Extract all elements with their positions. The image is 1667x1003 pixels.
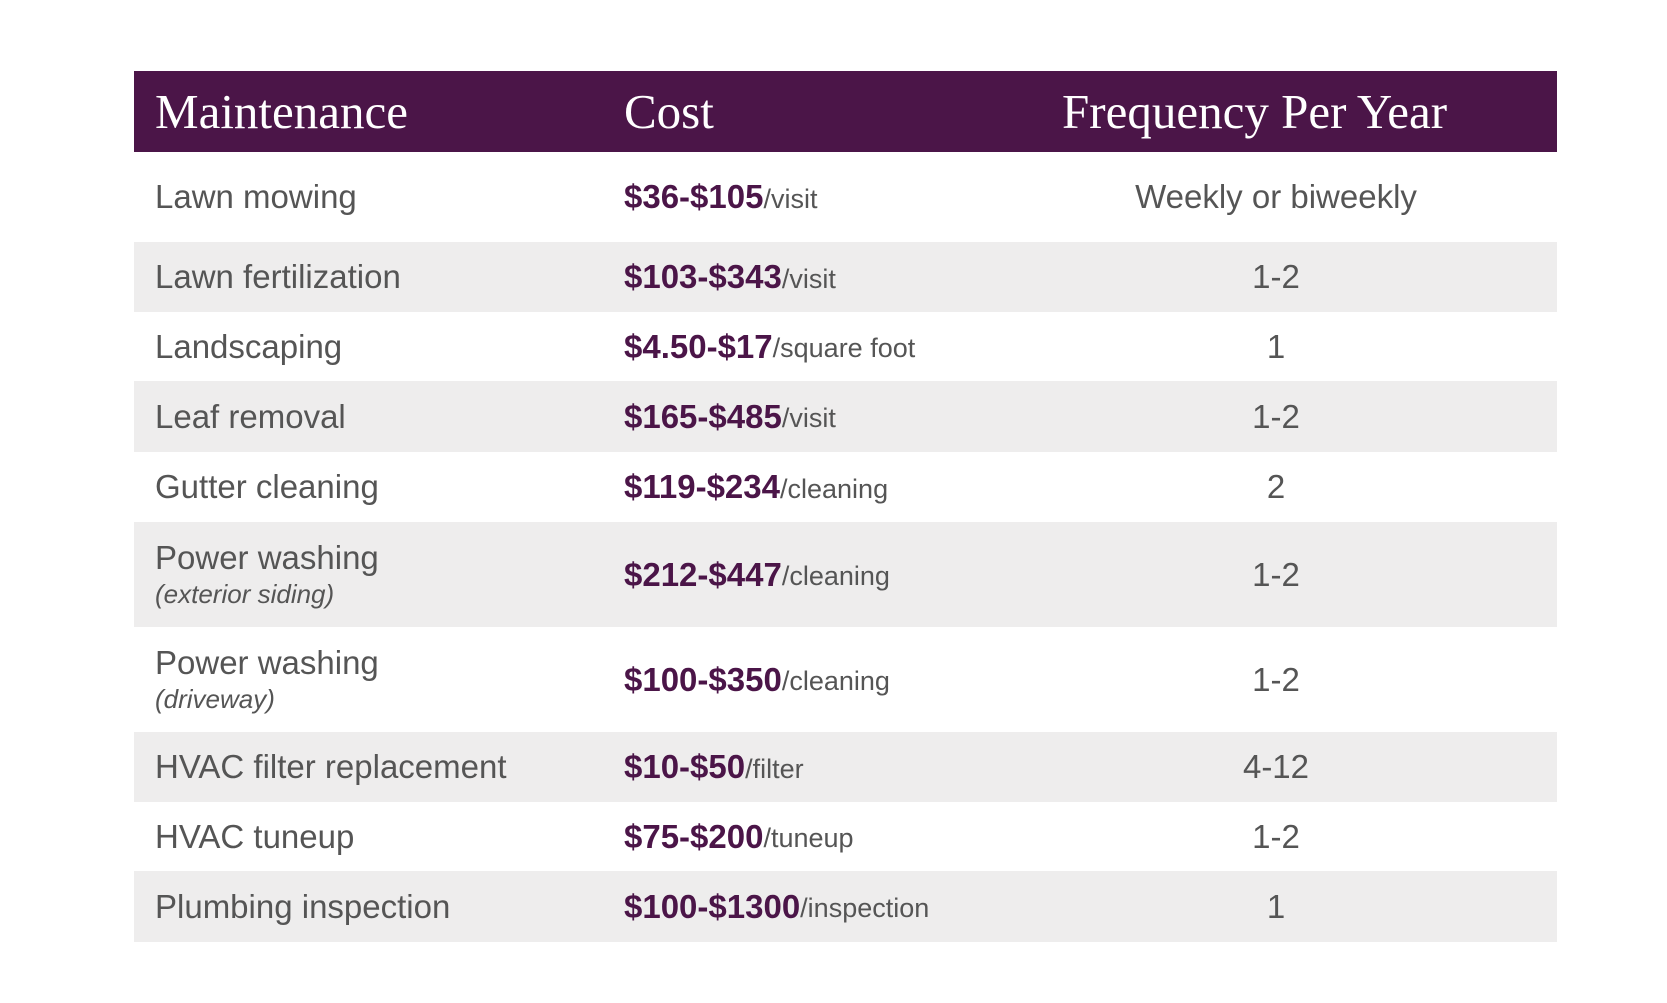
cost-unit: /visit — [781, 263, 836, 294]
cost-range: $10-$50 — [624, 748, 746, 785]
table-row: Gutter cleaning $119-$234/cleaning 2 — [134, 452, 1557, 522]
frequency-cell: 1-2 — [1000, 242, 1552, 312]
cost-unit: /visit — [781, 403, 836, 433]
cost-cell: $36-$105/visit — [624, 152, 817, 242]
maintenance-name: Leaf removal — [155, 397, 346, 435]
frequency-cell: 1-2 — [1000, 381, 1552, 452]
cost-cell: $100-$1300/inspection — [624, 871, 929, 942]
maintenance-name: HVAC tuneup — [155, 817, 355, 855]
maintenance-name: Power washing — [155, 644, 379, 681]
maintenance-cell: Gutter cleaning — [155, 452, 379, 522]
frequency-cell: 1-2 — [1000, 627, 1552, 732]
frequency-cell: 1-2 — [1000, 802, 1552, 871]
cost-cell: $100-$350/cleaning — [624, 627, 890, 732]
maintenance-cell: Lawn fertilization — [155, 242, 401, 312]
table-row: HVAC tuneup $75-$200/tuneup 1-2 — [134, 802, 1557, 871]
cost-unit: /square foot — [772, 333, 916, 363]
maintenance-cell: Leaf removal — [155, 381, 346, 452]
maintenance-cell: Power washing (driveway) — [155, 627, 379, 732]
maintenance-name: Lawn mowing — [155, 178, 357, 215]
maintenance-name: Plumbing inspection — [155, 887, 451, 925]
frequency-cell: 1 — [1000, 312, 1552, 381]
cost-unit: /visit — [763, 183, 818, 214]
frequency: 1 — [1266, 887, 1286, 925]
cost-cell: $212-$447/cleaning — [624, 522, 890, 627]
cost-unit: /cleaning — [781, 561, 890, 591]
table-row: Power washing (exterior siding) $212-$447/… — [134, 522, 1557, 627]
frequency: 1-2 — [1252, 660, 1300, 698]
frequency: 2 — [1266, 468, 1286, 505]
frequency-cell: 1 — [1000, 871, 1552, 942]
table-row: Lawn fertilization $103-$343/visit 1-2 — [134, 242, 1557, 312]
maintenance-name: Lawn fertilization — [155, 258, 401, 295]
cost-range: $212-$447 — [624, 555, 782, 593]
frequency: 1-2 — [1252, 258, 1300, 295]
cost-cell: $10-$50/filter — [624, 732, 804, 802]
cost-cell: $119-$234/cleaning — [624, 452, 888, 522]
cost-unit: /filter — [745, 753, 804, 784]
frequency-cell: Weekly or biweekly — [1000, 152, 1552, 242]
cost-range: $165-$485 — [624, 397, 782, 435]
cost-unit: /cleaning — [781, 666, 890, 696]
frequency: 1-2 — [1252, 555, 1300, 593]
header-cell: Cost — [624, 84, 714, 139]
frequency: 1-2 — [1252, 397, 1300, 435]
maintenance-note: (driveway) — [155, 684, 275, 714]
cost-unit: /inspection — [800, 893, 930, 923]
cost-cell: $103-$343/visit — [624, 242, 836, 312]
table-row: Landscaping $4.50-$17/square foot 1 — [134, 312, 1557, 381]
table-row: HVAC filter replacement $10-$50/filter 4-1… — [134, 732, 1557, 802]
frequency: 1 — [1266, 327, 1286, 365]
maintenance-cell: Lawn mowing — [155, 152, 357, 242]
table-header: Maintenance Cost Frequency Per Year — [134, 71, 1557, 152]
frequency-cell: 4-12 — [1000, 732, 1552, 802]
frequency-cell: 1-2 — [1000, 522, 1552, 627]
cost-cell: $4.50-$17/square foot — [624, 312, 915, 381]
cost-range: $103-$343 — [624, 258, 782, 295]
table-row: Leaf removal $165-$485/visit 1-2 — [134, 381, 1557, 452]
cost-cell: $165-$485/visit — [624, 381, 836, 452]
maintenance-cell: Landscaping — [155, 312, 342, 381]
frequency: 4-12 — [1242, 748, 1310, 785]
cost-range: $100-$350 — [624, 660, 782, 698]
cost-unit: /tuneup — [763, 823, 854, 853]
maintenance-name: Landscaping — [155, 327, 343, 365]
table-row: Lawn mowing $36-$105/visit Weekly or biwee… — [134, 152, 1557, 242]
maintenance-cell: Power washing (exterior siding) — [155, 522, 379, 627]
cost-range: $100-$1300 — [624, 887, 801, 925]
table-row: Power washing (driveway) $100-$350/cleanin… — [134, 627, 1557, 732]
header-cell: Maintenance — [155, 84, 409, 139]
cost-range: $75-$200 — [624, 817, 764, 855]
cost-range: $36-$105 — [624, 178, 764, 215]
maintenance-cell: Plumbing inspection — [155, 871, 450, 942]
cost-range: $4.50-$17 — [624, 327, 773, 365]
maintenance-name: HVAC filter replacement — [155, 748, 507, 785]
cost-cell: $75-$200/tuneup — [624, 802, 854, 871]
header-cell: Frequency Per Year — [1062, 84, 1448, 139]
maintenance-name: Power washing — [155, 539, 379, 576]
maintenance-name: Gutter cleaning — [155, 468, 379, 505]
frequency: 1-2 — [1252, 817, 1300, 855]
frequency: Weekly or biweekly — [1135, 178, 1417, 215]
maintenance-cell: HVAC filter replacement — [155, 732, 507, 802]
maintenance-cell: HVAC tuneup — [155, 802, 354, 871]
maintenance-note: (exterior siding) — [155, 579, 335, 609]
table-row: Plumbing inspection $100-$1300/inspection… — [134, 871, 1557, 942]
cost-unit: /cleaning — [780, 473, 889, 504]
cost-range: $119-$234 — [624, 468, 780, 505]
frequency-cell: 2 — [1000, 452, 1552, 522]
